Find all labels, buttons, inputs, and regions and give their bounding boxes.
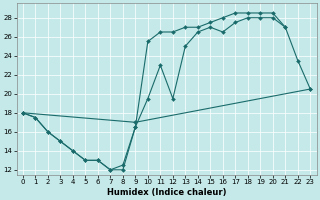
X-axis label: Humidex (Indice chaleur): Humidex (Indice chaleur) <box>107 188 226 197</box>
